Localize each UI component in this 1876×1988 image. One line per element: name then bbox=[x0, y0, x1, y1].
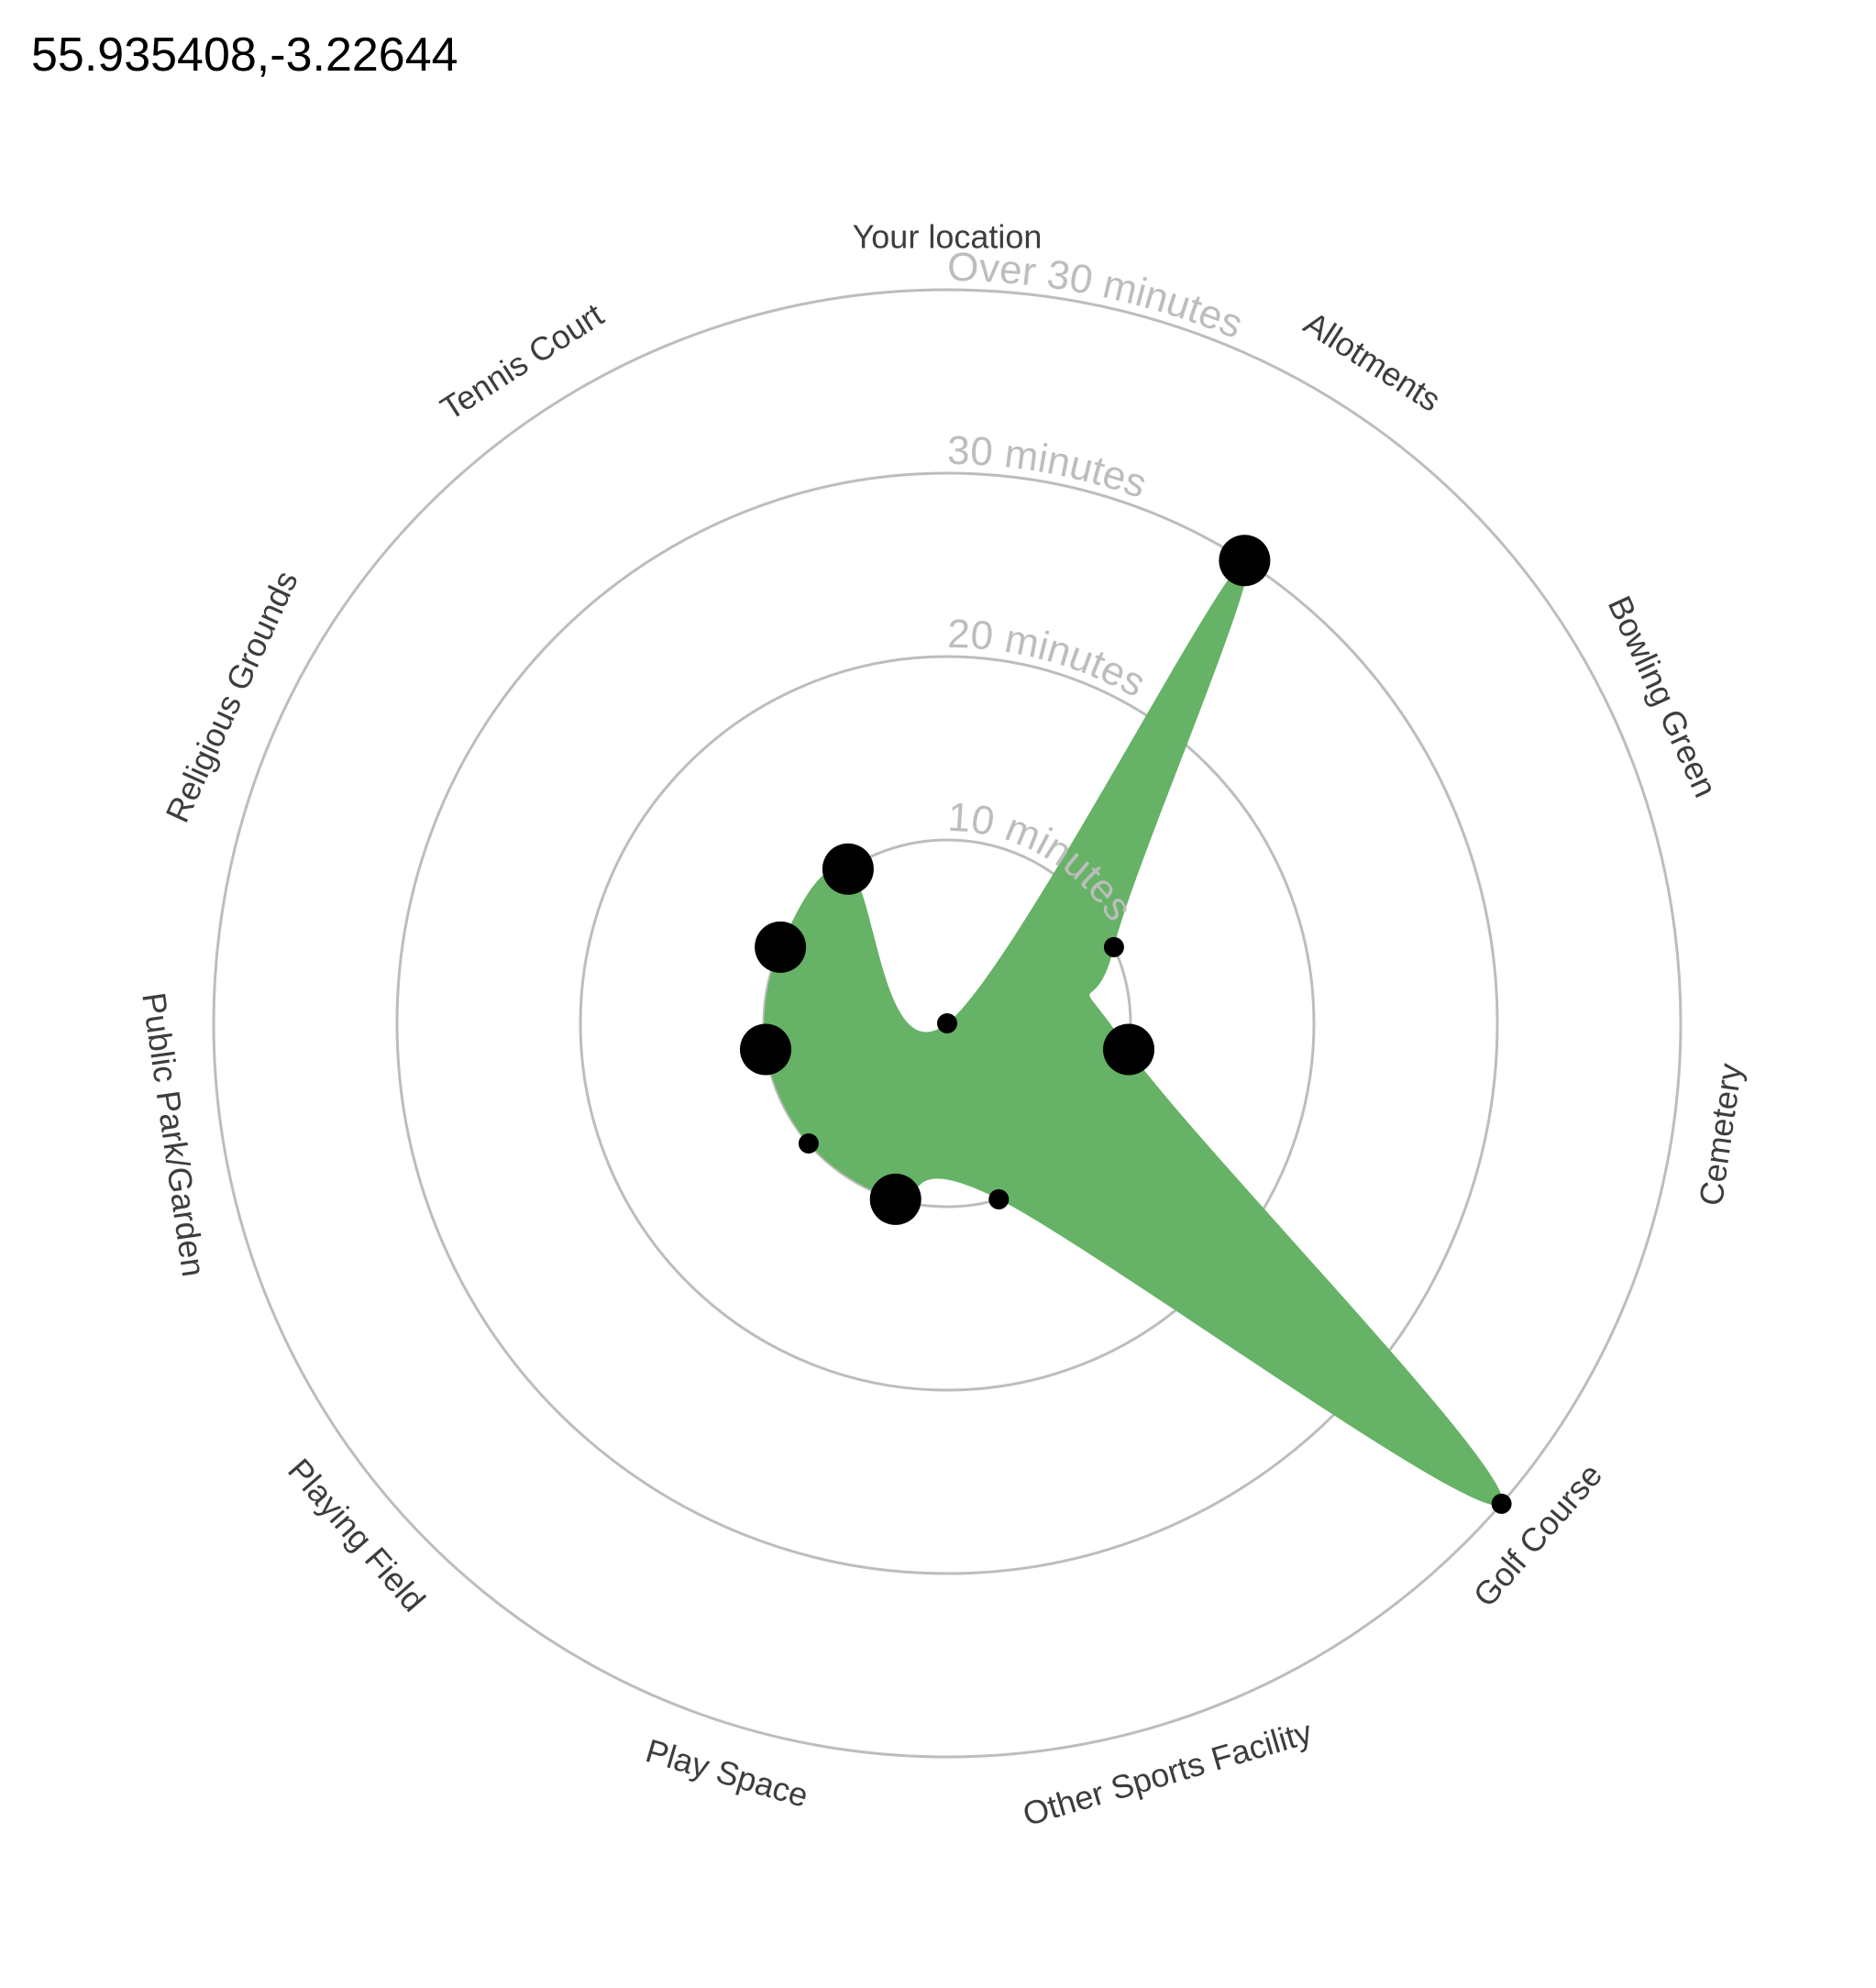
chart-title: 55.935408,-3.22644 bbox=[31, 28, 458, 82]
category-label-allotments: Allotments bbox=[1297, 304, 1448, 419]
ring-3 bbox=[395, 471, 1499, 1575]
marker-other-sports-facility bbox=[988, 1188, 1010, 1209]
marker-allotments bbox=[1219, 535, 1271, 587]
marker-play-space bbox=[869, 1173, 921, 1225]
marker-tennis-court bbox=[822, 843, 874, 895]
category-label-your-location: Your location bbox=[853, 218, 1043, 256]
category-label-other-sports-facility: Other Sports Facility bbox=[1019, 1713, 1316, 1833]
category-label-religious-grounds: Religious Grounds bbox=[158, 565, 304, 827]
marker-bowling-green bbox=[1103, 936, 1124, 957]
area-fill bbox=[764, 559, 1503, 1506]
ring-label-3: 30 minutes bbox=[947, 428, 1153, 507]
marker-public-park-garden bbox=[740, 1023, 791, 1076]
category-label-bowling-green: Bowling Green bbox=[1601, 591, 1725, 803]
ring-1 bbox=[762, 838, 1132, 1209]
marker-playing-field bbox=[798, 1133, 819, 1154]
series-area bbox=[764, 559, 1503, 1506]
marker-golf-course bbox=[1491, 1493, 1512, 1514]
series-markers bbox=[740, 535, 1512, 1514]
marker-cemetery bbox=[1103, 1023, 1154, 1076]
ring-grid bbox=[212, 288, 1683, 1759]
marker-your-location bbox=[937, 1013, 957, 1033]
ring-2 bbox=[579, 655, 1316, 1392]
category-label-public-park-garden: Public Park/Garden bbox=[135, 990, 213, 1279]
category-label-playing-field: Playing Field bbox=[281, 1452, 433, 1619]
category-label-tennis-court: Tennis Court bbox=[434, 295, 610, 427]
ring-4 bbox=[212, 288, 1683, 1759]
category-label-cemetery: Cemetery bbox=[1692, 1061, 1749, 1208]
category-label-play-space: Play Space bbox=[642, 1731, 812, 1815]
ring-label-4: Over 30 minutes bbox=[947, 245, 1249, 348]
marker-religious-grounds bbox=[755, 921, 807, 973]
